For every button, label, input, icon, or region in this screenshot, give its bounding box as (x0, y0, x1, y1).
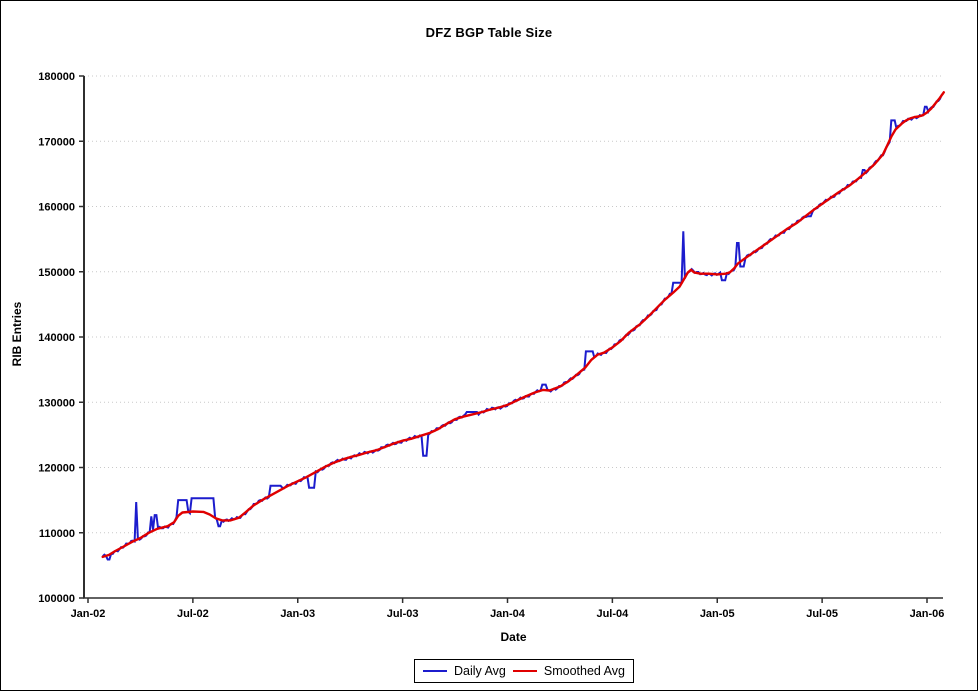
y-tick-label: 120000 (38, 463, 75, 475)
y-tick-label: 150000 (38, 267, 75, 279)
y-tick-label: 180000 (38, 71, 75, 83)
x-axis-title: Date (500, 630, 527, 644)
x-tick-label: Jan-02 (71, 608, 106, 620)
legend-label-daily-avg: Daily Avg (454, 664, 506, 678)
y-axis-title: RIB Entries (10, 301, 24, 367)
smoothed-avg-line-swatch (512, 670, 537, 672)
y-tick-label: 140000 (38, 332, 75, 344)
y-tick-label: 110000 (39, 528, 75, 540)
y-tick-label: 100000 (38, 593, 75, 605)
x-tick-label: Jul-05 (806, 608, 838, 620)
x-tick-label: Jul-03 (387, 608, 419, 620)
legend-label-smoothed-avg: Smoothed Avg (543, 664, 625, 678)
x-tick-label: Jan-04 (490, 608, 526, 620)
daily-avg-line (102, 92, 945, 561)
x-tick-label: Jan-03 (280, 608, 315, 620)
y-tick-label: 130000 (38, 397, 75, 409)
daily-avg-line-swatch (423, 670, 447, 672)
legend: Daily Avg Smoothed Avg (414, 659, 634, 683)
x-tick-label: Jul-04 (596, 608, 629, 620)
x-tick-label: Jan-06 (910, 608, 945, 620)
x-tick-label: Jan-05 (700, 608, 735, 620)
x-tick-label: Jul-02 (177, 608, 209, 620)
y-tick-label: 160000 (38, 202, 75, 214)
smoothed-avg-line (101, 91, 945, 559)
y-tick-label: 170000 (38, 136, 75, 148)
chart-title: DFZ BGP Table Size (425, 25, 553, 40)
